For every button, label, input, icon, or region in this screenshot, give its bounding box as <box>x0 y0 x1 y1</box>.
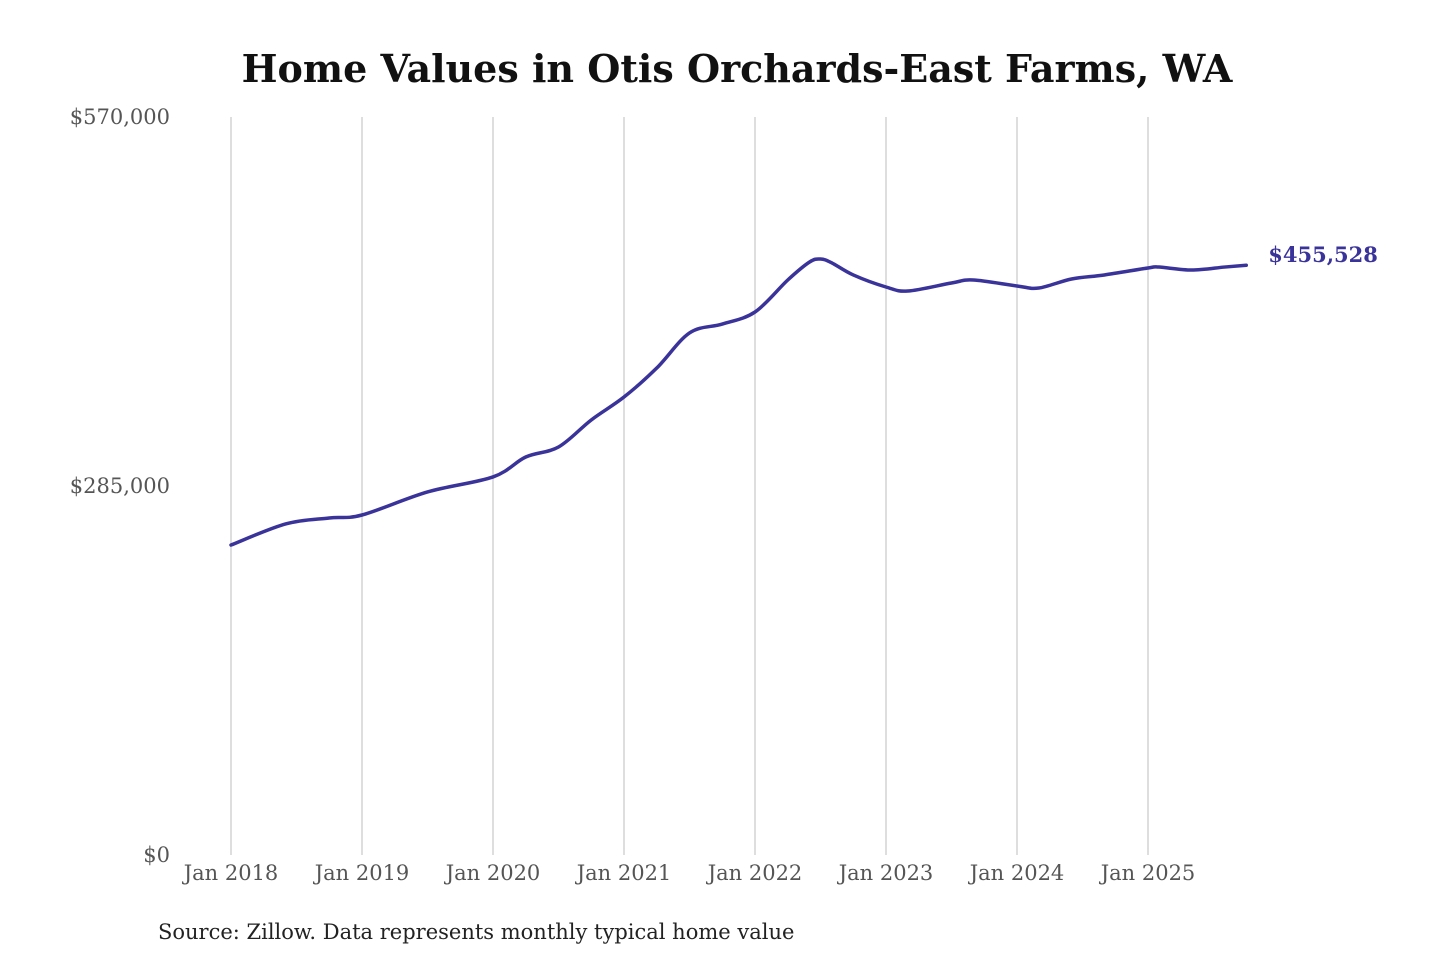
x-tick-label: Jan 2025 <box>1099 861 1196 885</box>
chart-title: Home Values in Otis Orchards-East Farms,… <box>242 46 1233 91</box>
x-tick-label: Jan 2023 <box>837 861 934 885</box>
x-tick-label: Jan 2019 <box>313 861 410 885</box>
y-tick-label: $285,000 <box>70 474 170 498</box>
y-tick-label: $570,000 <box>70 105 170 129</box>
y-axis: $0 $285,000 $570,000 <box>70 105 170 867</box>
source-note: Source: Zillow. Data represents monthly … <box>158 920 794 944</box>
y-tick-label: $0 <box>143 843 170 867</box>
series-line <box>229 257 1248 547</box>
x-tick-label: Jan 2018 <box>182 861 279 885</box>
x-axis: Jan 2018 Jan 2019 Jan 2020 Jan 2021 Jan 2022… <box>182 861 1196 885</box>
x-tick-label: Jan 2024 <box>968 861 1065 885</box>
x-tick-label: Jan 2021 <box>575 861 672 885</box>
x-tick-label: Jan 2022 <box>706 861 803 885</box>
x-tick-label: Jan 2020 <box>444 861 541 885</box>
grid-lines <box>230 117 1149 855</box>
end-value-label: $455,528 <box>1268 242 1378 267</box>
